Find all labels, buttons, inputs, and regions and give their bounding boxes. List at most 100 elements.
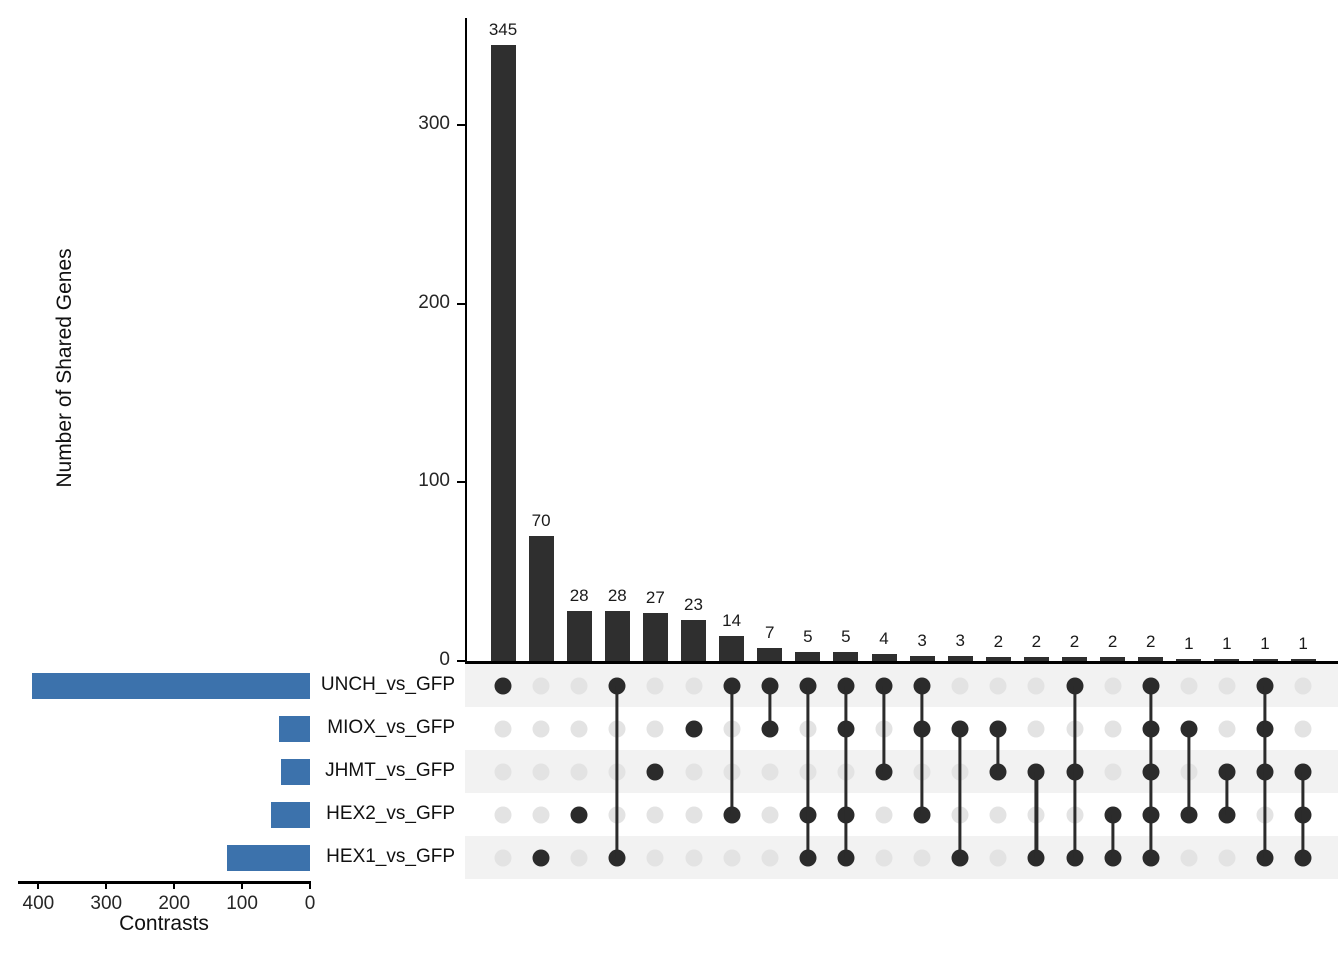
matrix-dot-active[interactable] (1294, 849, 1312, 867)
intersection-bar[interactable] (795, 652, 821, 661)
matrix-dot-active[interactable] (570, 806, 588, 824)
intersection-bar[interactable] (1138, 657, 1164, 661)
matrix-dot-inactive[interactable] (989, 849, 1007, 867)
matrix-dot-inactive[interactable] (685, 806, 702, 824)
matrix-dot-inactive[interactable] (875, 806, 893, 824)
matrix-dot-active[interactable] (875, 763, 893, 781)
intersection-bar[interactable] (1100, 657, 1126, 661)
intersection-bar[interactable] (566, 610, 592, 661)
intersection-bar[interactable] (490, 44, 516, 661)
matrix-dot-inactive[interactable] (1180, 849, 1198, 867)
matrix-dot-inactive[interactable] (494, 763, 512, 781)
matrix-dot-inactive[interactable] (1104, 763, 1122, 781)
intersection-bar[interactable] (833, 652, 859, 661)
matrix-dot-inactive[interactable] (570, 763, 588, 781)
intersection-bar[interactable] (1252, 659, 1278, 661)
matrix-dot-inactive[interactable] (646, 720, 664, 738)
matrix-dot-inactive[interactable] (875, 849, 893, 867)
intersection-bar[interactable] (985, 657, 1011, 661)
matrix-dot-active[interactable] (685, 720, 702, 738)
matrix-dot-inactive[interactable] (646, 849, 664, 867)
matrix-dot-active[interactable] (1256, 849, 1274, 867)
matrix-dot-inactive[interactable] (685, 849, 702, 867)
intersection-bar[interactable] (947, 655, 973, 661)
intersection-bar[interactable] (1214, 659, 1240, 661)
matrix-dot-active[interactable] (1218, 806, 1236, 824)
matrix-dot-inactive[interactable] (989, 806, 1007, 824)
matrix-dot-inactive[interactable] (1104, 720, 1122, 738)
matrix-dot-inactive[interactable] (1104, 677, 1122, 695)
intersection-bar[interactable] (757, 648, 783, 661)
matrix-dot-inactive[interactable] (1218, 849, 1236, 867)
matrix-dot-active[interactable] (1180, 806, 1198, 824)
matrix-dot-inactive[interactable] (951, 677, 969, 695)
intersection-bar[interactable] (1290, 659, 1316, 661)
set-size-bar[interactable] (227, 845, 310, 871)
intersection-bar[interactable] (1176, 659, 1202, 661)
set-label-hex1-vs-gfp[interactable]: HEX1_vs_GFP (326, 846, 455, 867)
matrix-dot-inactive[interactable] (532, 677, 550, 695)
matrix-dot-inactive[interactable] (1027, 677, 1045, 695)
matrix-dot-inactive[interactable] (989, 677, 1007, 695)
matrix-dot-inactive[interactable] (532, 763, 550, 781)
set-label-unch-vs-gfp[interactable]: UNCH_vs_GFP (320, 674, 455, 695)
set-label-jhmt-vs-gfp[interactable]: JHMT_vs_GFP (325, 760, 455, 781)
matrix-connector-line (806, 686, 810, 858)
matrix-dot-active[interactable] (532, 849, 550, 867)
matrix-dot-inactive[interactable] (913, 849, 931, 867)
intersection-bar[interactable] (642, 612, 668, 661)
matrix-dot-active[interactable] (1104, 849, 1122, 867)
matrix-dot-inactive[interactable] (532, 720, 550, 738)
matrix-dot-active[interactable] (1066, 849, 1083, 867)
matrix-dot-inactive[interactable] (1218, 720, 1236, 738)
intersection-bar-value: 2 (993, 632, 1004, 652)
intersection-bar[interactable] (1023, 657, 1049, 661)
matrix-dot-inactive[interactable] (685, 763, 702, 781)
matrix-dot-inactive[interactable] (1294, 720, 1312, 738)
matrix-dot-inactive[interactable] (1218, 677, 1236, 695)
matrix-dot-inactive[interactable] (646, 677, 664, 695)
set-label-hex2-vs-gfp[interactable]: HEX2_vs_GFP (326, 803, 455, 824)
matrix-dot-inactive[interactable] (761, 806, 779, 824)
matrix-dot-active[interactable] (1142, 849, 1160, 867)
intersection-bar-value: 3 (917, 630, 927, 650)
matrix-dot-inactive[interactable] (1294, 677, 1312, 695)
matrix-dot-active[interactable] (837, 849, 855, 867)
intersection-bar[interactable] (871, 653, 897, 661)
matrix-dot-inactive[interactable] (1180, 677, 1198, 695)
matrix-dot-active[interactable] (951, 849, 969, 867)
matrix-dot-inactive[interactable] (570, 677, 588, 695)
matrix-dot-active[interactable] (646, 763, 664, 781)
matrix-dot-inactive[interactable] (761, 763, 779, 781)
matrix-dot-active[interactable] (989, 763, 1007, 781)
matrix-dot-active[interactable] (761, 720, 779, 738)
intersection-bar[interactable] (528, 535, 554, 661)
matrix-dot-active[interactable] (1027, 849, 1045, 867)
matrix-dot-active[interactable] (799, 849, 817, 867)
intersection-bar[interactable] (1062, 657, 1087, 661)
matrix-dot-inactive[interactable] (1027, 720, 1045, 738)
matrix-dot-inactive[interactable] (494, 806, 512, 824)
intersection-bar[interactable] (719, 635, 745, 661)
matrix-dot-active[interactable] (723, 806, 741, 824)
intersection-bar[interactable] (604, 610, 630, 661)
set-size-bar[interactable] (31, 673, 310, 699)
matrix-dot-inactive[interactable] (723, 849, 741, 867)
matrix-dot-active[interactable] (913, 806, 931, 824)
matrix-dot-inactive[interactable] (494, 720, 512, 738)
matrix-dot-inactive[interactable] (761, 849, 779, 867)
matrix-dot-active[interactable] (608, 849, 626, 867)
matrix-dot-inactive[interactable] (646, 806, 664, 824)
set-size-bar[interactable] (270, 802, 310, 828)
intersection-bar[interactable] (681, 619, 706, 661)
matrix-dot-active[interactable] (494, 677, 512, 695)
set-size-bar[interactable] (279, 716, 310, 742)
set-size-bar[interactable] (281, 759, 310, 785)
matrix-dot-inactive[interactable] (570, 720, 588, 738)
matrix-dot-inactive[interactable] (570, 849, 588, 867)
set-label-miox-vs-gfp[interactable]: MIOX_vs_GFP (327, 717, 455, 738)
matrix-dot-inactive[interactable] (532, 806, 550, 824)
matrix-dot-inactive[interactable] (685, 677, 702, 695)
matrix-dot-inactive[interactable] (494, 849, 512, 867)
intersection-bar[interactable] (909, 655, 935, 661)
